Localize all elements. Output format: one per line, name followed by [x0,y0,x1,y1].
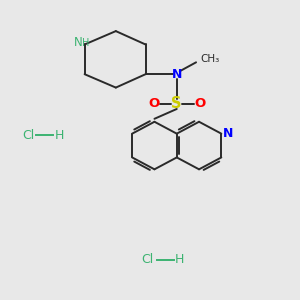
Text: O: O [194,98,205,110]
Text: Cl: Cl [22,129,34,142]
Text: O: O [148,98,160,110]
Text: N: N [74,37,82,50]
Text: S: S [172,96,182,111]
Text: H: H [55,129,64,142]
Text: Cl: Cl [141,254,153,266]
Text: N: N [172,68,182,81]
Text: N: N [223,127,233,140]
Text: H: H [174,254,184,266]
Text: CH₃: CH₃ [200,54,220,64]
Text: H: H [82,38,90,48]
